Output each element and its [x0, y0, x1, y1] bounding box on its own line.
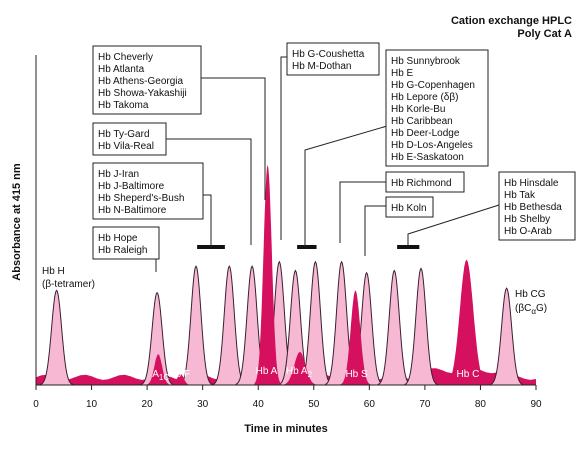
annot-6-box [385, 171, 465, 193]
annot-5-line-1: Hb Raleigh [98, 245, 147, 256]
annot-1-line-1: Hb M-Dothan [292, 61, 351, 72]
annot-7-leader [364, 205, 386, 256]
annot-5-box [92, 226, 160, 260]
annot-6-leader [339, 181, 386, 243]
primary-peak-3 [282, 352, 318, 385]
annot-8-line-2: Hb Bethesda [504, 202, 562, 213]
x-tick-label-40: 40 [253, 399, 265, 410]
primary-peak-5 [445, 259, 488, 385]
annot-4-line-2: Hb Sheperd's-Bush [98, 193, 184, 204]
annot-1-line-0: Hb G-Coushetta [292, 49, 365, 60]
primary-peaks [145, 165, 488, 385]
annot-2-line-5: Hb Caribbean [391, 116, 453, 127]
annot-8-line-4: Hb O-Arab [504, 226, 552, 237]
annot-9-line-1: (β-tetramer) [42, 279, 95, 290]
annot-2-line-4: Hb Korle-Bu [391, 104, 445, 115]
annot-0-line-3: Hb Showa-Yakashiji [98, 88, 187, 99]
chart-title-line-0: Cation exchange HPLC [451, 15, 572, 27]
annot-2-line-3: Hb Lepore (δβ) [391, 92, 458, 103]
x-tick-label-50: 50 [308, 399, 320, 410]
annot-2-line-8: Hb E-Saskatoon [391, 152, 464, 163]
annot-8-leader [407, 204, 500, 245]
annot-8-box [498, 171, 576, 241]
variant-peak-2 [179, 265, 213, 386]
x-tick-label-80: 80 [475, 399, 487, 410]
primary-peak-0 [145, 354, 171, 385]
axes [35, 55, 537, 390]
primary-peak-4 [340, 290, 371, 385]
annot-3-line-1: Hb Vila-Real [98, 141, 154, 152]
peak-label-a2: Hb A2 [286, 366, 313, 379]
annot-0-line-4: Hb Takoma [98, 100, 149, 111]
annot-2-line-2: Hb G-Copenhagen [391, 80, 475, 91]
annotation-boxes [92, 42, 576, 260]
peak-label-a1c: A1C [152, 369, 169, 382]
cg-label-title: Hb CG [515, 289, 546, 300]
annot-2-box [385, 49, 489, 167]
annot-8-line-0: Hb Hinsdale [504, 178, 559, 189]
peak-label-hb-f: Hb F [168, 369, 190, 380]
annot-7-box [385, 196, 434, 218]
x-tick-label-60: 60 [364, 399, 376, 410]
variant-peak-1 [140, 291, 174, 386]
x-tick-label-30: 30 [197, 399, 209, 410]
variant-peak-11 [404, 267, 438, 386]
x-tick-label-70: 70 [419, 399, 431, 410]
annot-0-line-0: Hb Cheverly [98, 52, 153, 63]
annot-3-box [92, 122, 167, 156]
cg-label-sub: (βCαG) [515, 303, 547, 316]
variant-peak-0 [40, 289, 74, 386]
annot-4-line-3: Hb N-Baltimore [98, 205, 167, 216]
x-tick-label-90: 90 [530, 399, 542, 410]
annot-5-line-0: Hb Hope [98, 233, 138, 244]
annot-4-line-0: Hb J-Iran [98, 169, 139, 180]
annot-1-leader [280, 56, 287, 240]
peak-label-hb-a: Hb A [256, 366, 278, 377]
peak-label-hb-s: Hb S [345, 369, 368, 380]
peak-label-hb-c: Hb C [457, 369, 480, 380]
annot-3-leader [166, 138, 252, 245]
annot-0-line-2: Hb Athens-Georgia [98, 76, 183, 87]
annot-2-line-1: Hb E [391, 68, 414, 79]
annot-8-line-3: Hb Shelby [504, 214, 550, 225]
primary-peak-2 [254, 165, 281, 385]
annot-0-line-1: Hb Atlanta [98, 64, 145, 75]
annot-3-line-0: Hb Ty-Gard [98, 129, 150, 140]
x-axis-title: Time in minutes [244, 423, 328, 435]
annot-0-box [92, 45, 202, 115]
annot-4-line-1: Hb J-Baltimore [98, 181, 165, 192]
variant-peak-10 [377, 269, 411, 386]
annot-2-line-6: Hb Deer-Lodge [391, 128, 460, 139]
x-tick-label-10: 10 [86, 399, 98, 410]
variant-peak-12 [490, 287, 524, 386]
annot-9-line-0: Hb H [42, 266, 65, 277]
primary-peak-1 [169, 374, 192, 385]
variant-peaks [40, 260, 524, 386]
x-tick-label-0: 0 [33, 399, 39, 410]
annot-2-line-7: Hb D-Los-Angeles [391, 140, 473, 151]
annot-7-line-0: Hb Koln [391, 203, 427, 214]
annot-4-box [92, 162, 204, 220]
annot-1-box [286, 42, 380, 76]
y-axis-title: Absorbance at 415 nm [11, 163, 23, 281]
annot-2-line-0: Hb Sunnybrook [391, 56, 461, 67]
variant-peak-3 [212, 265, 246, 386]
annot-6-line-0: Hb Richmond [391, 178, 452, 189]
annot-0-leader [201, 77, 266, 200]
annot-8-line-1: Hb Tak [504, 190, 536, 201]
annot-4-leader [203, 194, 212, 247]
chart-title-line-1: Poly Cat A [517, 28, 572, 40]
x-tick-label-20: 20 [142, 399, 154, 410]
chart-text: A1C Hb F Hb A Hb A2 Hb S Hb C 0 10 20 30 40 50 60 70 8… [11, 15, 572, 435]
